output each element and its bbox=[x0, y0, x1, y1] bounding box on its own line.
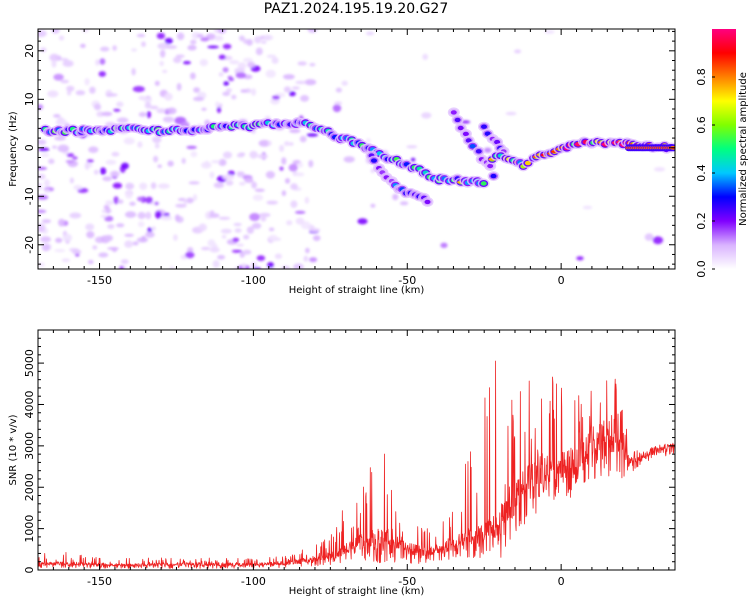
spectrogram-ridge bbox=[447, 107, 500, 182]
colorbar bbox=[712, 29, 736, 269]
x-tick-label: -50 bbox=[398, 274, 416, 287]
snr-series-line bbox=[38, 360, 675, 569]
x-axis-label: Height of straight line (km) bbox=[289, 285, 425, 296]
spectrogram-ridge bbox=[39, 117, 490, 189]
x-tick-label: -100 bbox=[241, 575, 266, 588]
colorbar-label: Normalized spectral amplitude bbox=[738, 72, 749, 226]
y-tick-label: 0 bbox=[23, 567, 36, 574]
y-tick-label: -20 bbox=[23, 236, 36, 254]
y-tick-label: 4000 bbox=[23, 390, 36, 418]
plot-frame-1 bbox=[37, 28, 676, 270]
colorbar-tick-label: 0.2 bbox=[695, 212, 708, 230]
figure-title: PAZ1.2024.195.19.20.G27 bbox=[263, 1, 449, 17]
colorbar-tick-label: 0.0 bbox=[695, 260, 708, 278]
snr-plot bbox=[38, 360, 675, 569]
x-tick-label: 0 bbox=[558, 274, 565, 287]
y-tick-label: 3000 bbox=[23, 432, 36, 460]
y-tick-label: 5000 bbox=[23, 349, 36, 377]
y-tick-label: 20 bbox=[23, 44, 36, 58]
x-tick-label: -50 bbox=[398, 575, 416, 588]
y-axis-label: Frequency (Hz) bbox=[8, 111, 19, 187]
y-tick-label: 0 bbox=[23, 144, 36, 151]
plot-frame-2 bbox=[37, 329, 676, 571]
x-tick-label: 0 bbox=[558, 575, 565, 588]
colorbar-tick-label: 0.6 bbox=[695, 116, 708, 134]
y-axis-label: SNR (10 * v/v) bbox=[8, 414, 19, 485]
spectrogram-strong-tone bbox=[624, 144, 675, 152]
x-tick-label: -100 bbox=[241, 274, 266, 287]
y-tick-label: -10 bbox=[23, 187, 36, 205]
colorbar-tick-label: 0.8 bbox=[695, 68, 708, 86]
x-tick-label: -150 bbox=[87, 575, 112, 588]
y-tick-label: 2000 bbox=[23, 473, 36, 501]
spectrogram-ridge bbox=[365, 150, 434, 207]
x-tick-label: -150 bbox=[87, 274, 112, 287]
y-tick-label: 10 bbox=[23, 92, 36, 106]
x-axis-label: Height of straight line (km) bbox=[289, 586, 425, 597]
y-tick-label: 1000 bbox=[23, 515, 36, 543]
colorbar-tick-label: 0.4 bbox=[695, 164, 708, 182]
